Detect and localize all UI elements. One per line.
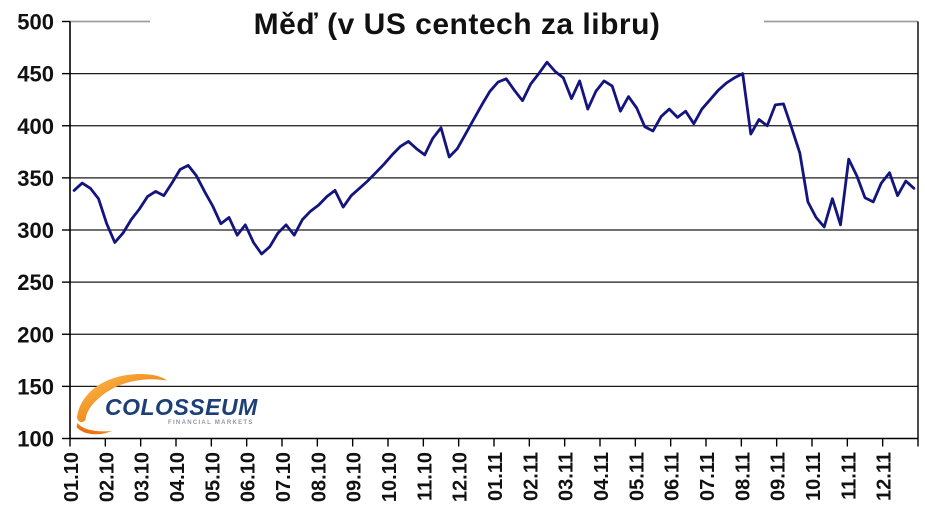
x-axis-label: 02.10 xyxy=(96,452,118,502)
x-axis-label: 08.11 xyxy=(732,452,754,501)
logo-brand-text: COLOSSEUM xyxy=(105,394,258,420)
x-axis-label: 06.10 xyxy=(238,452,260,502)
x-axis-label: 07.11 xyxy=(697,452,719,501)
y-axis-label: 200 xyxy=(17,322,54,347)
y-axis-label: 350 xyxy=(17,166,54,191)
y-axis-label: 150 xyxy=(17,374,54,399)
x-axis-label: 05.10 xyxy=(202,452,224,502)
x-axis-label: 12.11 xyxy=(874,452,896,501)
y-axis-label: 100 xyxy=(17,427,54,452)
x-axis-label: 05.11 xyxy=(626,452,648,501)
x-axis-label: 12.10 xyxy=(450,452,472,502)
x-axis-label: 04.10 xyxy=(167,452,189,502)
x-axis-label: 03.11 xyxy=(556,452,578,501)
y-axis-label: 400 xyxy=(17,114,54,139)
y-axis-label: 300 xyxy=(17,218,54,243)
y-axis-label: 450 xyxy=(17,62,54,87)
x-axis-label: 01.11 xyxy=(485,452,507,501)
y-axis-label: 250 xyxy=(17,270,54,295)
x-axis-label: 03.10 xyxy=(132,452,154,502)
x-axis-label: 10.10 xyxy=(379,452,401,502)
logo-swoosh-lower-icon xyxy=(76,423,112,435)
x-axis-label: 06.11 xyxy=(662,452,684,501)
x-axis-label: 08.10 xyxy=(308,452,330,502)
x-axis-label: 02.11 xyxy=(520,452,542,501)
x-axis-label: 04.11 xyxy=(591,452,613,501)
logo-swoosh-upper-icon xyxy=(77,373,167,423)
x-axis-label: 01.10 xyxy=(61,452,83,502)
x-axis-label: 11.11 xyxy=(838,452,860,500)
x-axis-label: 09.10 xyxy=(344,452,366,502)
x-axis-label: 07.10 xyxy=(273,452,295,502)
x-axis-label: 10.11 xyxy=(803,452,825,501)
x-axis-label: 09.11 xyxy=(768,452,790,501)
colosseum-logo-graphic: COLOSSEUM FINANCIAL MARKETS xyxy=(76,373,258,435)
logo-tagline-text: FINANCIAL MARKETS xyxy=(168,420,254,426)
y-axis-label: 500 xyxy=(17,10,54,35)
colosseum-logo: COLOSSEUM FINANCIAL MARKETS xyxy=(72,371,272,437)
x-axis-label: 11.10 xyxy=(414,452,436,501)
chart-title: Měď (v US centech za libru) xyxy=(150,4,764,46)
copper-price-line xyxy=(72,60,916,256)
